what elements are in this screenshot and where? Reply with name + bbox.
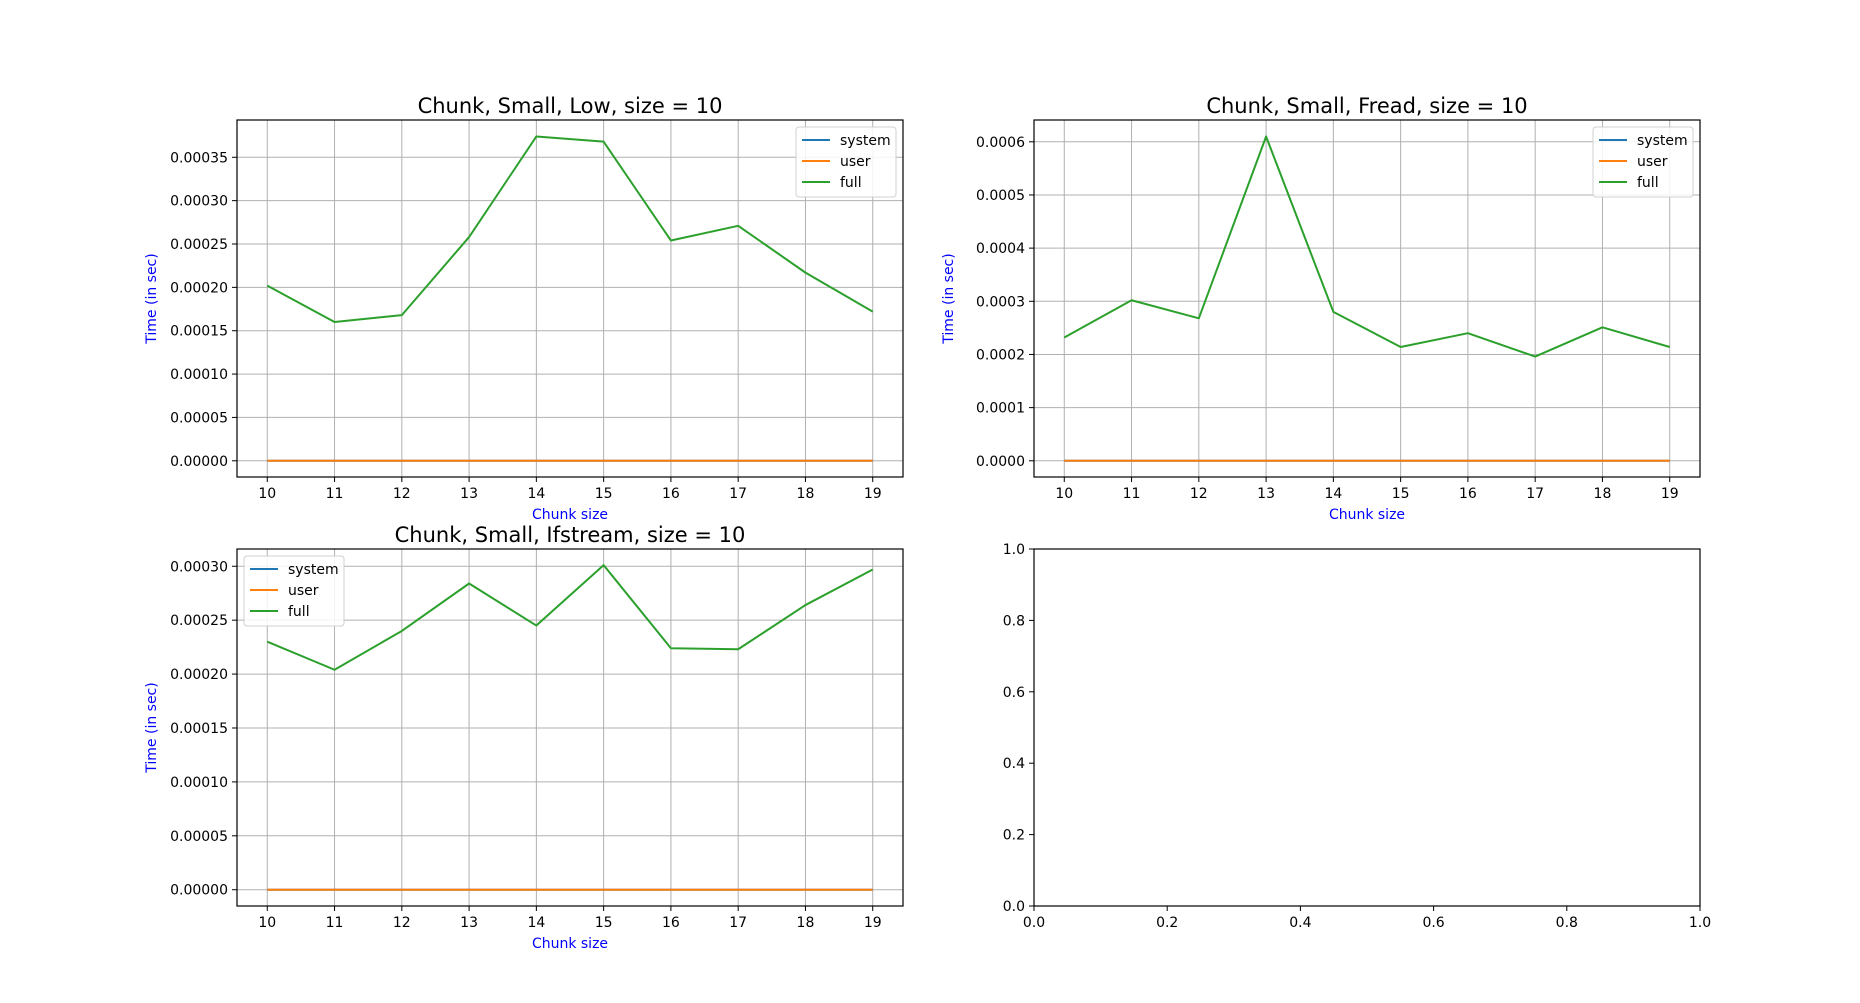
x-tick-label: 0.8 [1556,915,1578,931]
x-tick-label: 11 [326,486,344,502]
x-tick-label: 0.6 [1422,915,1444,931]
y-tick-label: 0.00005 [170,410,228,426]
x-tick-label: 11 [1123,486,1141,502]
x-tick-label: 13 [1257,486,1275,502]
x-tick-label: 10 [258,486,276,502]
y-tick-label: 0.00020 [170,280,228,296]
y-tick-label: 0.0005 [976,188,1025,204]
x-tick-label: 12 [1190,486,1208,502]
legend-box [795,126,897,198]
legend-label-user: user [1637,154,1668,170]
x-tick-label: 15 [595,486,613,502]
y-tick-label: 0.2 [1003,828,1025,844]
legend-label-full: full [1637,175,1659,191]
x-tick-label: 19 [864,486,882,502]
x-tick-label: 0.2 [1156,915,1178,931]
legend-label-user: user [840,154,871,170]
chart-title: Chunk, Small, Fread, size = 10 [1206,94,1527,118]
x-tick-label: 17 [729,486,747,502]
y-tick-label: 0.0000 [976,454,1025,470]
y-tick-label: 0.00000 [170,883,228,899]
y-tick-label: 0.00015 [170,721,228,737]
axes-frame [1033,548,1701,907]
y-tick-label: 0.6 [1003,685,1025,701]
x-tick-label: 15 [595,915,613,931]
series-line-full [266,135,874,324]
y-tick-label: 0.00025 [170,237,228,253]
y-tick-label: 0.00015 [170,324,228,340]
x-tick-label: 18 [1594,486,1612,502]
y-axis-label: Time (in sec) [144,253,160,344]
y-tick-label: 0.0006 [976,135,1025,151]
y-tick-label: 0.00010 [170,367,228,383]
series-line-full [1063,135,1671,358]
y-axis-label: Time (in sec) [144,682,160,773]
x-tick-label: 16 [662,486,680,502]
y-axis-label: Time (in sec) [941,253,957,344]
x-tick-label: 13 [460,915,478,931]
y-tick-label: 0.0004 [976,241,1025,257]
legend: system user full [795,126,897,198]
chart-4: 0.0 0.2 0.4 0.6 0.8 1.0 0.0 0.2 0.4 0.6 0.8 1.0 [1003,542,1711,931]
x-tick-label: 17 [1526,486,1544,502]
x-axis-label: Chunk size [532,936,608,952]
y-tick-label: 0.00030 [170,559,228,575]
x-tick-label: 12 [393,486,411,502]
x-tick-label: 10 [1055,486,1073,502]
legend-label-full: full [840,175,862,191]
x-tick-label: 16 [1459,486,1477,502]
legend-label-system: system [840,133,891,149]
y-tick-label: 0.4 [1003,756,1025,772]
x-tick-label: 14 [527,486,545,502]
y-tick-label: 0.00010 [170,775,228,791]
x-tick-label: 19 [1661,486,1679,502]
legend: system user full [243,555,345,627]
x-tick-label: 19 [864,915,882,931]
legend-label-full: full [288,604,310,620]
chart-3: 10 11 12 13 14 15 16 17 18 19 0.00000 0.00005 0.0001… [144,523,904,952]
y-tick-label: 0.0002 [976,347,1025,363]
y-tick-label: 0.00000 [170,454,228,470]
y-tick-label: 1.0 [1003,542,1025,558]
legend-box [243,555,345,627]
x-tick-label: 14 [527,915,545,931]
y-tick-label: 0.0003 [976,294,1025,310]
x-axis-label: Chunk size [532,507,608,523]
x-tick-label: 0.4 [1289,915,1311,931]
x-tick-label: 18 [797,915,815,931]
legend-label-system: system [288,562,339,578]
chart-1: 10 11 12 13 14 15 16 17 18 19 0.00000 0.00005 0.0001… [144,94,904,523]
y-tick-label: 0.00005 [170,829,228,845]
series-line-full [266,564,874,671]
x-tick-label: 1.0 [1689,915,1711,931]
chart-title: Chunk, Small, Low, size = 10 [418,94,723,118]
x-tick-label: 0.0 [1023,915,1045,931]
x-tick-label: 11 [326,915,344,931]
y-tick-label: 0.00020 [170,667,228,683]
axes-frame [236,119,904,478]
legend-label-system: system [1637,133,1688,149]
x-tick-label: 16 [662,915,680,931]
x-tick-label: 14 [1324,486,1342,502]
legend-box [1592,126,1694,198]
y-tick-label: 0.00025 [170,613,228,629]
x-tick-label: 18 [797,486,815,502]
y-tick-label: 0.00030 [170,194,228,210]
y-tick-label: 0.8 [1003,613,1025,629]
x-tick-label: 15 [1392,486,1410,502]
chart-2: 10 11 12 13 14 15 16 17 18 19 0.0000 0.0001 0.0002 0.… [941,94,1701,523]
x-tick-label: 17 [729,915,747,931]
legend-label-user: user [288,583,319,599]
y-tick-label: 0.0001 [976,401,1025,417]
legend: system user full [1592,126,1694,198]
chart-title: Chunk, Small, Ifstream, size = 10 [395,523,746,547]
x-tick-label: 12 [393,915,411,931]
axes-frame [1033,119,1701,478]
x-tick-label: 10 [258,915,276,931]
y-tick-label: 0.0 [1003,899,1025,915]
y-tick-label: 0.00035 [170,150,228,166]
x-axis-label: Chunk size [1329,507,1405,523]
x-tick-label: 13 [460,486,478,502]
